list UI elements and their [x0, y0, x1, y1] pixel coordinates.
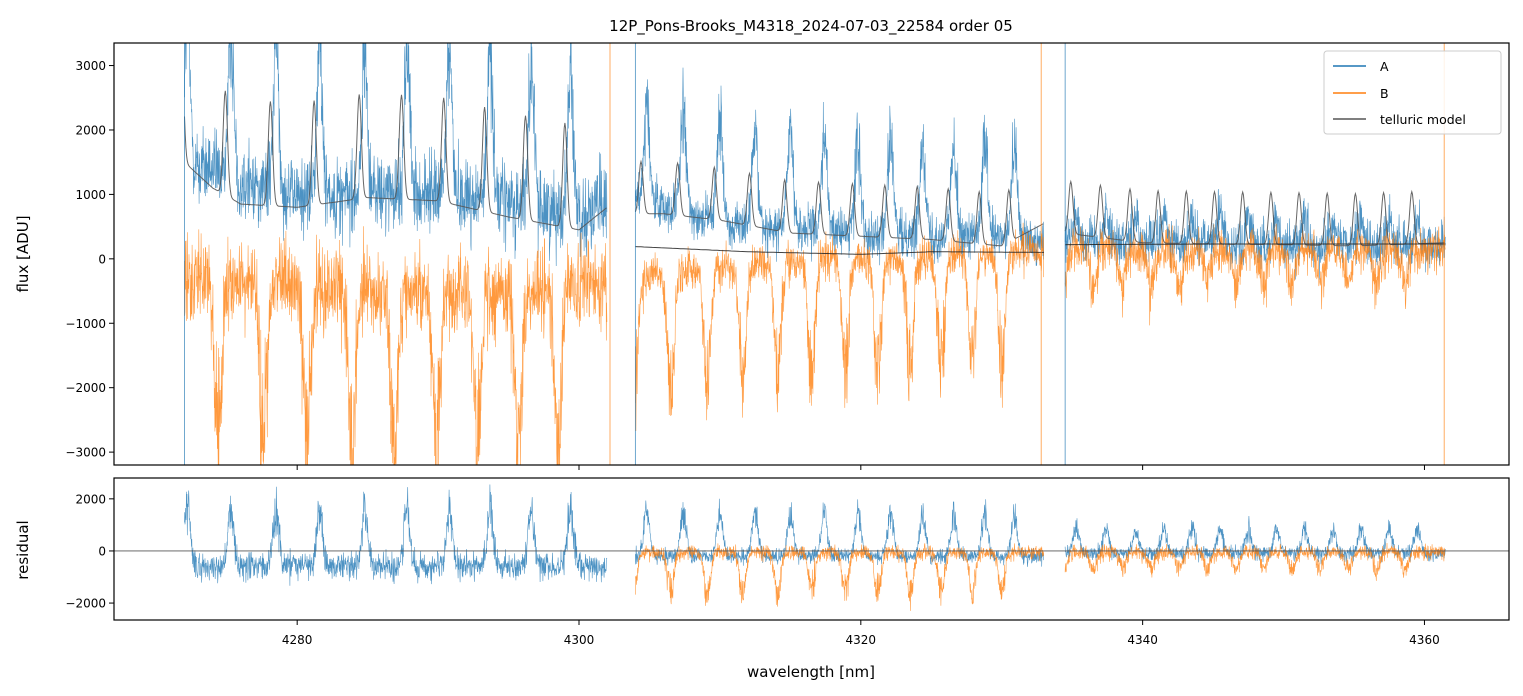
bottom-plot-area — [114, 484, 1509, 611]
bottom-x-tick-label: 4320 — [846, 633, 877, 647]
bottom-y-axis-label: residual — [14, 520, 32, 579]
legend-box — [1323, 50, 1502, 135]
bottom-x-tick-label: 4340 — [1127, 633, 1158, 647]
legend: A B telluric model — [1323, 50, 1502, 135]
bottom-x-tick-label: 4280 — [282, 633, 313, 647]
chart-title: 12P_Pons-Brooks_M4318_2024-07-03_22584 o… — [609, 17, 1013, 36]
legend-label-b: B — [1380, 86, 1389, 101]
series-b-line — [184, 222, 1446, 465]
top-y-axis-label: flux [ADU] — [14, 215, 32, 292]
residual-b-line — [635, 542, 1446, 611]
bottom-y-axis: −2000 0 2000 — [65, 492, 114, 611]
bottom-y-tick-label: −2000 — [65, 597, 106, 611]
top-y-tick-label: −2000 — [65, 381, 106, 395]
top-y-axis: −3000 −2000 −1000 0 1000 2000 3000 — [65, 59, 114, 460]
top-axes-frame — [113, 42, 1510, 466]
bottom-y-tick-label: 2000 — [75, 492, 106, 506]
x-axis-label: wavelength [nm] — [747, 663, 875, 681]
top-y-tick-label: 0 — [98, 252, 106, 266]
top-y-tick-label: 1000 — [75, 188, 106, 202]
legend-label-telluric: telluric model — [1380, 112, 1466, 127]
top-plot-area — [184, 43, 1446, 465]
bottom-axes-frame — [113, 477, 1510, 621]
bottom-x-tick-label: 4360 — [1409, 633, 1440, 647]
bottom-x-tick-label: 4300 — [564, 633, 595, 647]
bottom-x-axis: 4280 4300 4320 4340 4360 — [282, 620, 1440, 647]
series-a-line — [184, 43, 1446, 280]
top-y-tick-label: −1000 — [65, 317, 106, 331]
top-x-axis — [296, 465, 1425, 470]
top-y-tick-label: 2000 — [75, 123, 106, 137]
top-y-tick-label: −3000 — [65, 446, 106, 460]
continuum-model-line — [635, 243, 1446, 255]
bottom-y-tick-label: 0 — [98, 544, 106, 558]
legend-label-a: A — [1380, 59, 1389, 74]
top-y-tick-label: 3000 — [75, 59, 106, 73]
